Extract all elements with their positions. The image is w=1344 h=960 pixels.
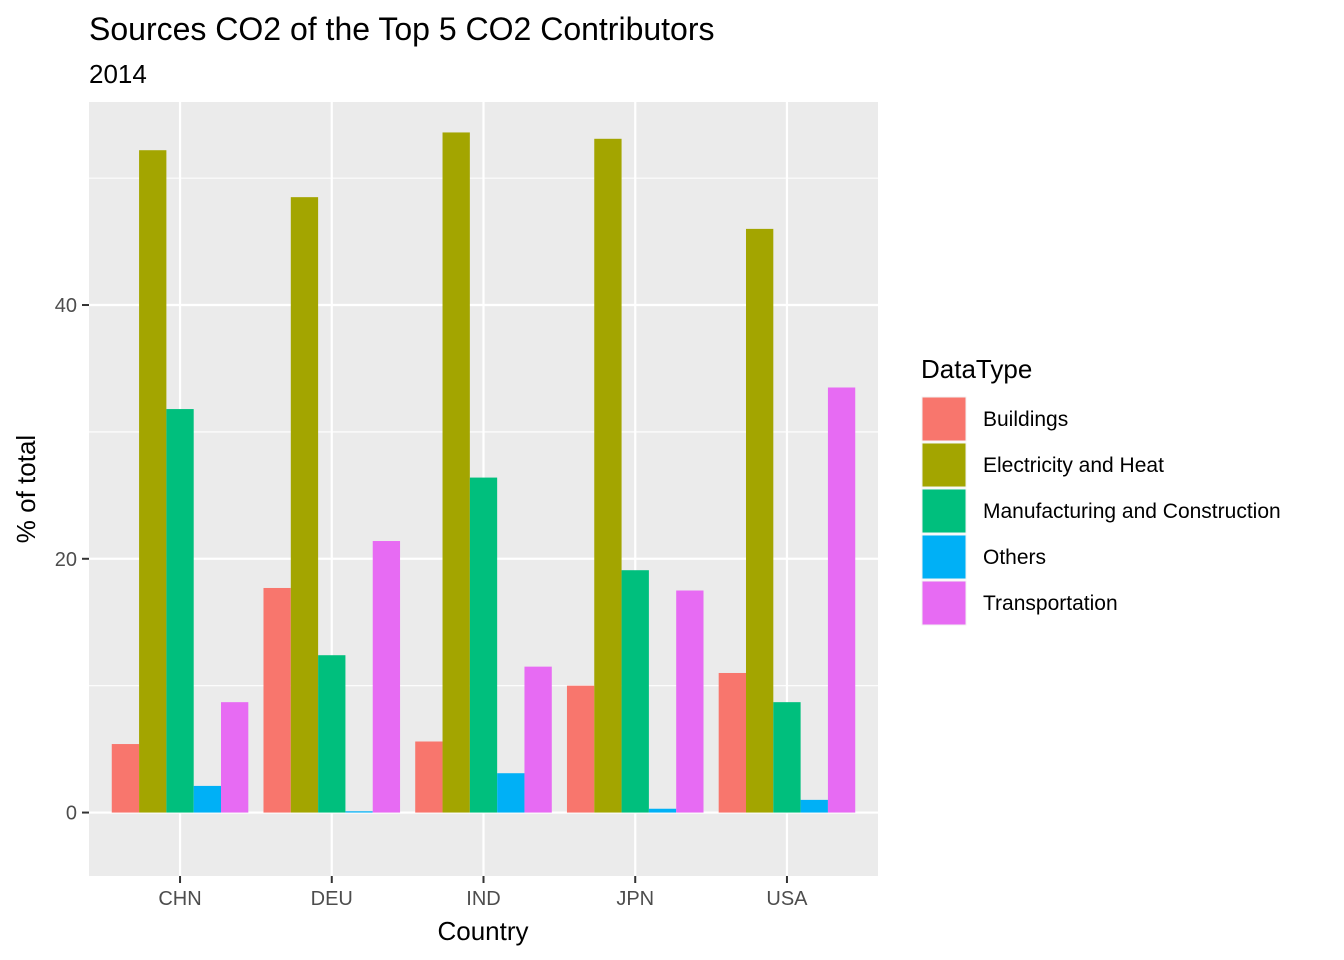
bar-ind-electricity-and-heat: [442, 132, 470, 813]
legend-swatch-buildings: [922, 397, 966, 441]
legend-label: Buildings: [983, 408, 1068, 431]
bar-usa-electricity-and-heat: [745, 228, 774, 813]
legend-title: DataType: [921, 354, 1032, 384]
axes: 0 20 40 CHN DEU IND JPN USA: [55, 295, 808, 910]
bar-chn-transportation: [221, 702, 249, 813]
x-tick-label: DEU: [311, 888, 353, 910]
bar-deu-manufacturing-and-construction: [318, 655, 346, 813]
bar-jpn-others: [648, 808, 677, 813]
legend-label: Manufacturing and Construction: [983, 500, 1281, 523]
bar-jpn-transportation: [676, 590, 704, 813]
bar-deu-others: [345, 811, 373, 813]
legend-swatch-others: [922, 535, 966, 579]
bar-usa-transportation: [827, 387, 856, 813]
bar-ind-transportation: [524, 666, 552, 813]
x-tick-label: USA: [766, 888, 808, 910]
bar-chn-electricity-and-heat: [139, 150, 167, 813]
legend-label: Electricity and Heat: [983, 454, 1164, 477]
bar-ind-manufacturing-and-construction: [469, 477, 498, 813]
chart-subtitle: 2014: [89, 59, 147, 89]
y-axis-label: % of total: [11, 435, 41, 543]
bar-deu-electricity-and-heat: [290, 197, 319, 813]
bars: [111, 132, 856, 813]
y-tick-label: 20: [55, 549, 77, 571]
bar-chn-others: [193, 785, 222, 813]
bar-deu-transportation: [372, 541, 401, 813]
legend-swatch-manufacturing-and-construction: [922, 489, 966, 533]
bar-deu-buildings: [263, 587, 291, 813]
legend-label: Others: [983, 546, 1046, 569]
chart-title: Sources CO2 of the Top 5 CO2 Contributor…: [89, 11, 715, 47]
legend-label: Transportation: [983, 592, 1118, 615]
x-tick-label: IND: [466, 888, 500, 910]
bar-ind-others: [497, 773, 525, 813]
bar-usa-others: [800, 799, 828, 813]
x-axis-label: Country: [437, 916, 528, 946]
y-tick-label: 40: [55, 295, 77, 317]
bar-chn-manufacturing-and-construction: [166, 409, 194, 813]
bar-jpn-buildings: [566, 685, 595, 813]
legend: DataType Buildings Electricity and Heat Ma…: [920, 354, 1281, 627]
legend-swatch-transportation: [922, 581, 966, 625]
bar-usa-manufacturing-and-construction: [773, 702, 801, 813]
bar-jpn-manufacturing-and-construction: [621, 570, 649, 813]
legend-swatch-electricity-and-heat: [922, 443, 966, 487]
bar-chn-buildings: [111, 744, 140, 813]
x-tick-label: JPN: [616, 888, 654, 910]
bar-ind-buildings: [415, 741, 443, 813]
x-tick-label: CHN: [158, 888, 201, 910]
bar-jpn-electricity-and-heat: [594, 138, 622, 813]
bar-usa-buildings: [718, 672, 746, 813]
y-tick-label: 0: [66, 803, 77, 825]
